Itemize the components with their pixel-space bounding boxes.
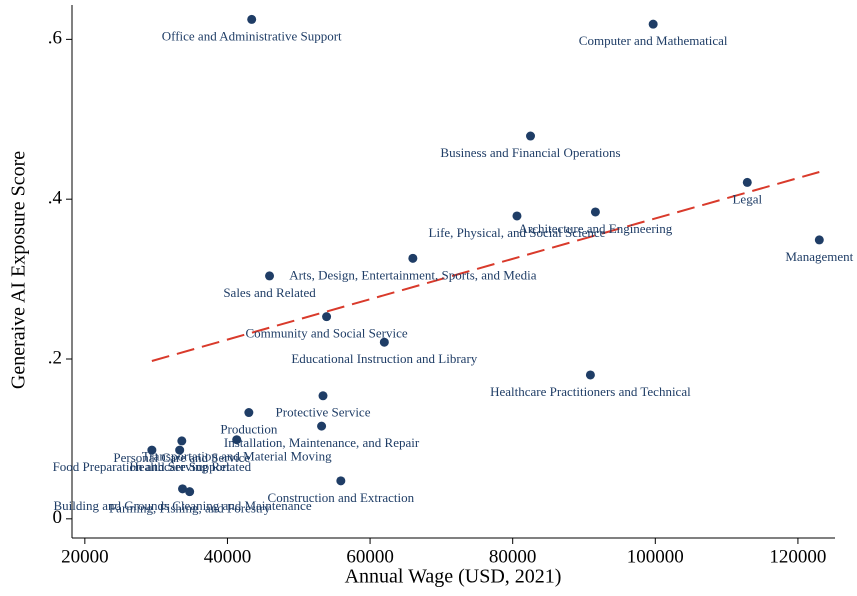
- point-label: Management: [785, 249, 853, 264]
- point-label: Educational Instruction and Library: [291, 351, 477, 366]
- point: [147, 445, 157, 455]
- point: [408, 253, 418, 263]
- point: [742, 177, 752, 187]
- point: [379, 337, 389, 347]
- point: [526, 131, 536, 141]
- point-label: Installation, Maintenance, and Repair: [224, 435, 420, 450]
- point: [178, 484, 188, 494]
- point-label: Healthcare Practitioners and Technical: [490, 384, 691, 399]
- point: [232, 435, 242, 445]
- point-label: Arts, Design, Entertainment, Sports, and…: [289, 267, 537, 282]
- point-label: Production: [220, 422, 278, 437]
- point: [585, 370, 595, 380]
- point-label: Community and Social Service: [246, 326, 408, 341]
- point-label: Legal: [732, 191, 762, 206]
- point-label: Business and Financial Operations: [440, 145, 620, 160]
- point: [317, 421, 327, 431]
- point-label: Life, Physical, and Social Science: [429, 225, 606, 240]
- x-tick-label: 80000: [489, 546, 537, 567]
- point: [648, 19, 658, 29]
- point: [512, 211, 522, 221]
- point-label: Transportation and Material Moving: [142, 449, 332, 464]
- point: [318, 391, 328, 401]
- point: [177, 436, 187, 446]
- point-label: Farming, Fishing, and Forestry: [109, 501, 271, 516]
- point: [814, 235, 824, 245]
- point-label: Healthcare Support: [129, 459, 230, 474]
- point-label: Food Preparation and Serving Related: [53, 459, 252, 474]
- point-label: Sales and Related: [223, 285, 316, 300]
- y-axis-title: Generaive AI Exposure Score: [8, 151, 30, 389]
- point-label: Office and Administrative Support: [162, 28, 342, 43]
- point: [185, 487, 195, 497]
- y-tick-label: .4: [48, 188, 63, 209]
- x-tick-label: 60000: [346, 546, 394, 567]
- x-tick-label: 100000: [627, 546, 684, 567]
- point-label: Computer and Mathematical: [579, 33, 728, 48]
- point: [322, 312, 332, 322]
- point-label: Building and Grounds Cleaning and Mainte…: [53, 498, 311, 513]
- point: [336, 476, 346, 486]
- x-tick-label: 40000: [204, 546, 252, 567]
- point: [247, 14, 257, 24]
- point: [590, 207, 600, 217]
- point: [244, 408, 254, 418]
- point-label: Architecture and Engineering: [519, 221, 673, 236]
- point: [175, 445, 185, 455]
- y-tick-label: 0: [53, 507, 63, 528]
- point-label: Protective Service: [276, 405, 371, 420]
- x-tick-label: 120000: [769, 546, 826, 567]
- point-label: Construction and Extraction: [268, 490, 415, 505]
- y-tick-label: .6: [48, 28, 62, 49]
- x-tick-label: 20000: [61, 546, 109, 567]
- point: [265, 271, 275, 281]
- fit-line: [151, 171, 820, 362]
- x-axis-title: Annual Wage (USD, 2021): [345, 566, 562, 588]
- y-tick-label: .2: [48, 347, 62, 368]
- point-label: Personal Care and Service: [113, 450, 250, 465]
